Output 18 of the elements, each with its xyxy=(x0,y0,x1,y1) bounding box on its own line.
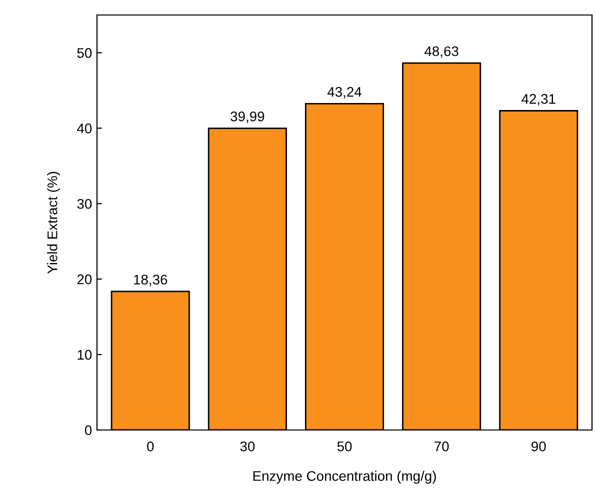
data-label: 39,99 xyxy=(230,112,264,123)
y-tick-label: 20 xyxy=(77,274,92,284)
y-tick-label: 0 xyxy=(84,425,92,436)
y-tick-label: 40 xyxy=(77,124,92,134)
x-tick-label: 90 xyxy=(532,441,546,452)
data-label: 18,36 xyxy=(134,274,168,286)
x-axis-title: Enzyme Concentration (mg/g) xyxy=(253,470,436,484)
data-label: 48,63 xyxy=(424,46,458,58)
x-tick-label: 30 xyxy=(240,441,255,452)
y-axis-title: Yield Extract (%) xyxy=(47,172,60,274)
x-tick-label: 0 xyxy=(147,441,154,452)
y-tick-label: 50 xyxy=(77,48,92,58)
y-tick-label: 30 xyxy=(77,198,92,209)
y-tick-label: 10 xyxy=(78,350,92,360)
data-label: 42,31 xyxy=(522,94,556,106)
data-label: 43,24 xyxy=(327,86,362,98)
x-tick-label: 50 xyxy=(337,441,352,452)
x-tick-label: 70 xyxy=(434,441,449,452)
